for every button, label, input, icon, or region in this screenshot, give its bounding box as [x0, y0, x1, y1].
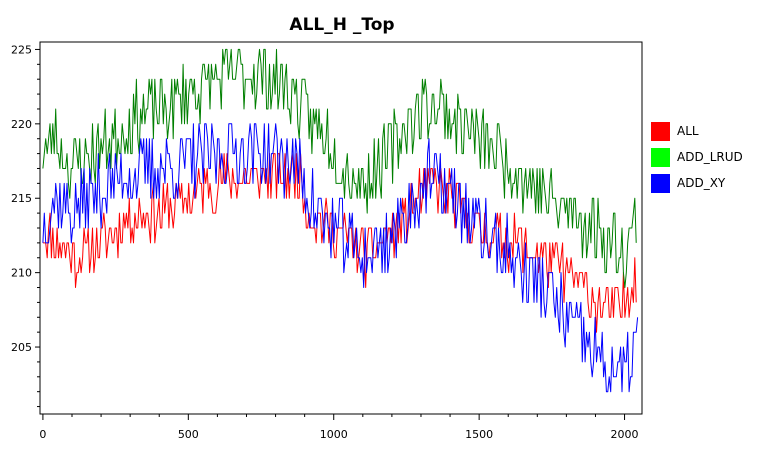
- series-line-add-lrud: [42, 48, 637, 288]
- y-tick-label: 205: [11, 341, 32, 354]
- x-tick-label: 1500: [465, 428, 493, 441]
- legend: ALL ADD_LRUD ADD_XY: [651, 122, 743, 193]
- series-line-add-xy: [42, 123, 639, 393]
- legend-item: ADD_LRUD: [651, 148, 743, 167]
- chart-title: ALL_H _Top: [289, 15, 394, 35]
- x-tick-label: 0: [39, 428, 46, 441]
- x-tick-label: 500: [178, 428, 199, 441]
- legend-swatch: [651, 174, 670, 193]
- legend-label: ADD_XY: [677, 176, 726, 190]
- series-layer: [42, 48, 639, 393]
- y-tick-label: 210: [11, 267, 32, 280]
- x-tick-label: 1000: [320, 428, 348, 441]
- legend-swatch: [651, 148, 670, 167]
- legend-label: ADD_LRUD: [677, 150, 743, 164]
- x-tick-label: 2000: [611, 428, 639, 441]
- y-tick-label: 215: [11, 192, 32, 205]
- y-tick-label: 220: [11, 118, 32, 131]
- legend-item: ALL: [651, 122, 699, 141]
- legend-label: ALL: [677, 124, 699, 138]
- axis-layer: 205 210 215 220 225 0 500 1000 1500 2000: [11, 43, 639, 441]
- y-tick-label: 225: [11, 43, 32, 56]
- series-line-all: [42, 153, 637, 333]
- legend-swatch: [651, 122, 670, 141]
- legend-item: ADD_XY: [651, 174, 726, 193]
